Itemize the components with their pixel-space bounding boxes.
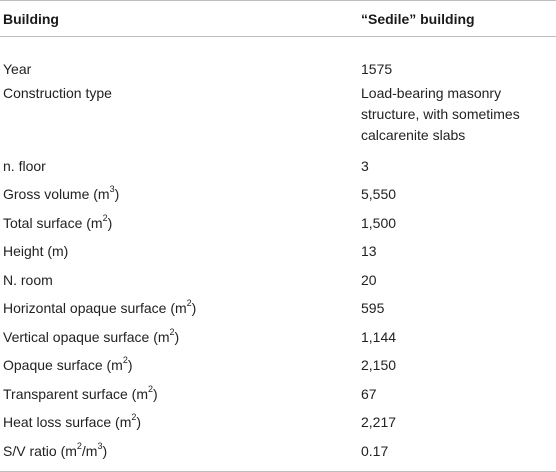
row-label: Vertical opaque surface (m2): [3, 326, 180, 345]
row-value: 67: [361, 385, 377, 402]
row-value: 3: [361, 157, 369, 174]
table-row-vertical-opaque-surface: Vertical opaque surface (m2) 1,144: [0, 323, 556, 352]
table-row-heat-loss-surface: Heat loss surface (m2) 2,217: [0, 408, 556, 437]
header-sedile-building: “Sedile” building: [361, 10, 475, 27]
row-label: Opaque surface (m2): [3, 355, 133, 373]
row-label: n. floor: [3, 157, 46, 174]
row-label: Year: [3, 61, 32, 77]
table-row-n-floor: n. floor 3: [0, 152, 556, 181]
row-value: 5,550: [361, 186, 397, 202]
table-row-transparent-surface: Transparent surface (m2) 67: [0, 380, 556, 409]
row-value: 0.17: [361, 442, 389, 459]
row-label: N. room: [3, 271, 53, 288]
row-label: Gross volume (m3): [3, 184, 120, 202]
table-header: Building “Sedile” building: [0, 0, 556, 37]
row-value: 1,144: [361, 328, 397, 345]
row-value: 2,217: [361, 414, 397, 430]
table-row-sv-ratio: S/V ratio (m2/m3) 0.17: [0, 437, 556, 472]
row-value: 2,150: [361, 357, 397, 373]
row-value: 1,500: [361, 214, 397, 231]
table-row-total-surface: Total surface (m2) 1,500: [0, 209, 556, 238]
table-row-opaque-surface: Opaque surface (m2) 2,150: [0, 351, 556, 380]
row-label: Total surface (m2): [3, 212, 113, 231]
table-row-gross-volume: Gross volume (m3) 5,550: [0, 180, 556, 209]
table-row-horizontal-opaque-surface: Horizontal opaque surface (m2) 595: [0, 294, 556, 323]
table-row-construction-type: Construction type Load-bearing masonry s…: [0, 81, 556, 152]
row-value: Load-bearing masonry structure, with som…: [361, 84, 520, 143]
table-row-n-room: N. room 20: [0, 266, 556, 295]
table-body: Year 1575 Construction type Load-bearing…: [0, 37, 556, 472]
row-value: 13: [361, 243, 377, 259]
row-value: 1575: [361, 61, 393, 77]
table-row-year: Year 1575: [0, 37, 556, 81]
row-label: Horizontal opaque surface (m2): [3, 298, 197, 316]
row-value: 595: [361, 300, 385, 316]
header-building: Building: [3, 10, 59, 27]
row-value: 20: [361, 271, 377, 288]
table-row-height: Height (m) 13: [0, 237, 556, 266]
row-label: Height (m): [3, 243, 69, 259]
row-label: S/V ratio (m2/m3): [3, 440, 108, 459]
header-row: Building “Sedile” building: [0, 0, 556, 37]
row-label: Heat loss surface (m2): [3, 412, 142, 430]
row-label: Construction type: [3, 84, 112, 101]
row-label: Transparent surface (m2): [3, 383, 158, 402]
